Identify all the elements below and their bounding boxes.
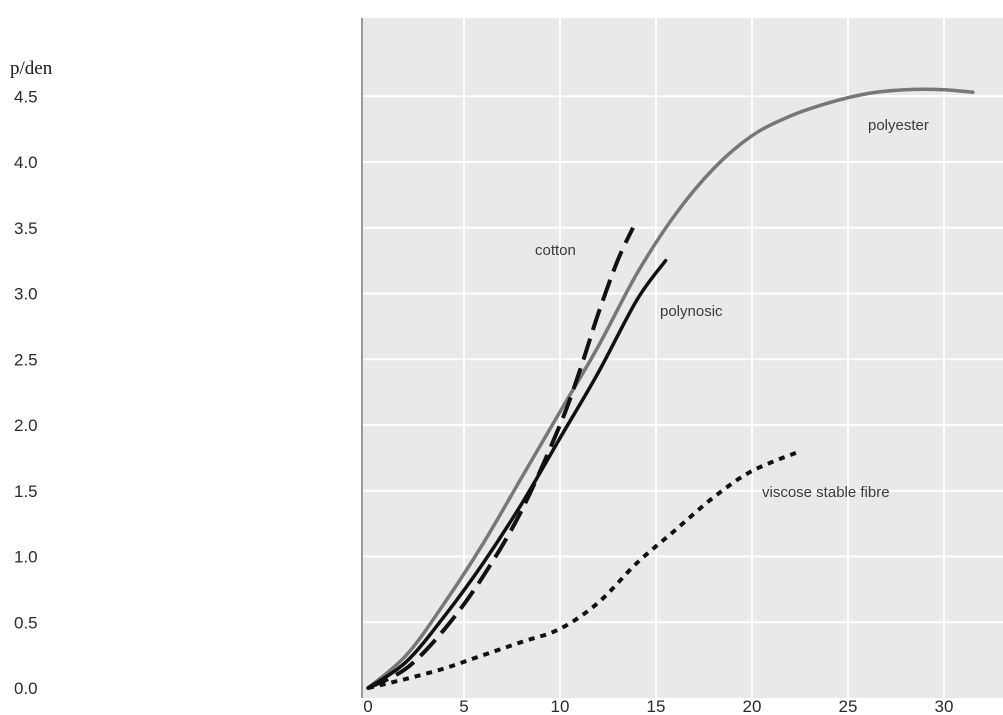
series-line-polynosic [366, 258, 668, 690]
series-label-viscose: viscose stable fibre [762, 484, 890, 501]
series-line-viscose-stable-fibre [367, 449, 801, 690]
y-tick-label: 3.0 [14, 285, 38, 304]
y-tick-label: 4.5 [14, 87, 38, 106]
series-lines [366, 87, 975, 690]
x-tick-label: 25 [839, 697, 858, 715]
series-line-polyester [366, 87, 975, 690]
x-tick-label: 10 [551, 697, 570, 715]
series-label-polynosic: polynosic [660, 303, 723, 320]
x-axis-ticks: 0 5 10 15 20 25 30 [363, 697, 953, 715]
y-tick-label: 0.5 [14, 613, 38, 632]
y-tick-label: 3.5 [14, 219, 38, 238]
grid [362, 18, 1003, 698]
x-tick-label: 30 [935, 697, 954, 715]
series-line-cotton [367, 226, 635, 690]
y-tick-label: 4.0 [14, 153, 38, 172]
series-label-polyester: polyester [868, 117, 929, 134]
y-axis-label: p/den [10, 58, 53, 79]
series-label-cotton: cotton [535, 242, 576, 259]
x-tick-label: 20 [743, 697, 762, 715]
y-tick-label: 2.0 [14, 416, 38, 435]
y-axis-ticks: 0.0 0.5 1.0 1.5 2.0 2.5 3.0 3.5 4.0 4.5 [14, 87, 38, 698]
y-tick-label: 2.5 [14, 350, 38, 369]
y-tick-label: 1.0 [14, 548, 38, 567]
x-tick-label: 0 [363, 697, 372, 715]
y-tick-label: 1.5 [14, 482, 38, 501]
x-tick-label: 5 [459, 697, 468, 715]
x-tick-label: 15 [647, 697, 666, 715]
y-tick-label: 0.0 [14, 679, 38, 698]
